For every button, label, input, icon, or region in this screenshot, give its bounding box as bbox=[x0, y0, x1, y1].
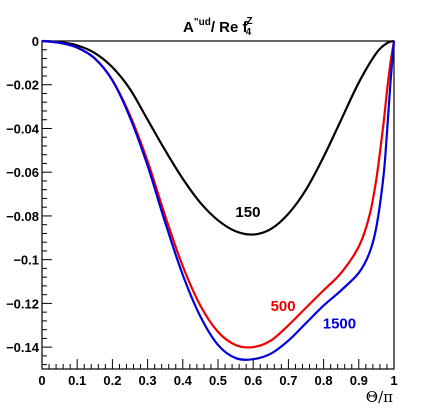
x-tick-label: 0.3 bbox=[139, 373, 157, 388]
y-axis: 0 −0.02 −0.04 −0.06 −0.08 −0.1 −0.12 −0.14 bbox=[6, 34, 52, 366]
y-tick-label: −0.06 bbox=[6, 165, 39, 180]
y-tick-label: −0.1 bbox=[13, 253, 39, 268]
y-tick-label: −0.04 bbox=[6, 121, 40, 136]
x-tick-label: 0.9 bbox=[350, 373, 368, 388]
x-tick-label: 1 bbox=[390, 373, 397, 388]
x-tick-label: 0.8 bbox=[315, 373, 333, 388]
y-tick-label: 0 bbox=[32, 34, 39, 49]
series-line-150 bbox=[41, 39, 395, 236]
y-tick-label: −0.08 bbox=[6, 209, 39, 224]
x-tick-label: 0.1 bbox=[68, 373, 86, 388]
x-tick-label: 0.2 bbox=[103, 373, 121, 388]
curve-label-150: 150 bbox=[235, 204, 260, 221]
curve-label-1500: 1500 bbox=[323, 316, 356, 333]
x-tick-label: 0.5 bbox=[209, 373, 227, 388]
y-tick-label: −0.02 bbox=[6, 78, 39, 93]
series-line-500 bbox=[41, 39, 396, 349]
chart-title: A"ud/ Re fZ 4 bbox=[183, 16, 253, 38]
x-tick-label: 0.4 bbox=[174, 373, 193, 388]
x-tick-label: 0.7 bbox=[279, 373, 297, 388]
series-line-1500 bbox=[41, 39, 396, 361]
y-tick-label: −0.12 bbox=[6, 296, 39, 311]
y-tick-label: −0.14 bbox=[6, 340, 40, 355]
x-tick-label: 0 bbox=[38, 373, 45, 388]
curve-label-500: 500 bbox=[271, 298, 296, 315]
x-axis: 0 0.1 0.2 0.3 0.4 0.5 0.6 0.7 0.8 0.9 1 bbox=[38, 359, 398, 388]
x-axis-title: Θ/π bbox=[366, 388, 393, 406]
curve-labels: 150 500 1500 bbox=[235, 204, 356, 333]
curves bbox=[41, 39, 396, 361]
x-tick-label: 0.6 bbox=[244, 373, 262, 388]
